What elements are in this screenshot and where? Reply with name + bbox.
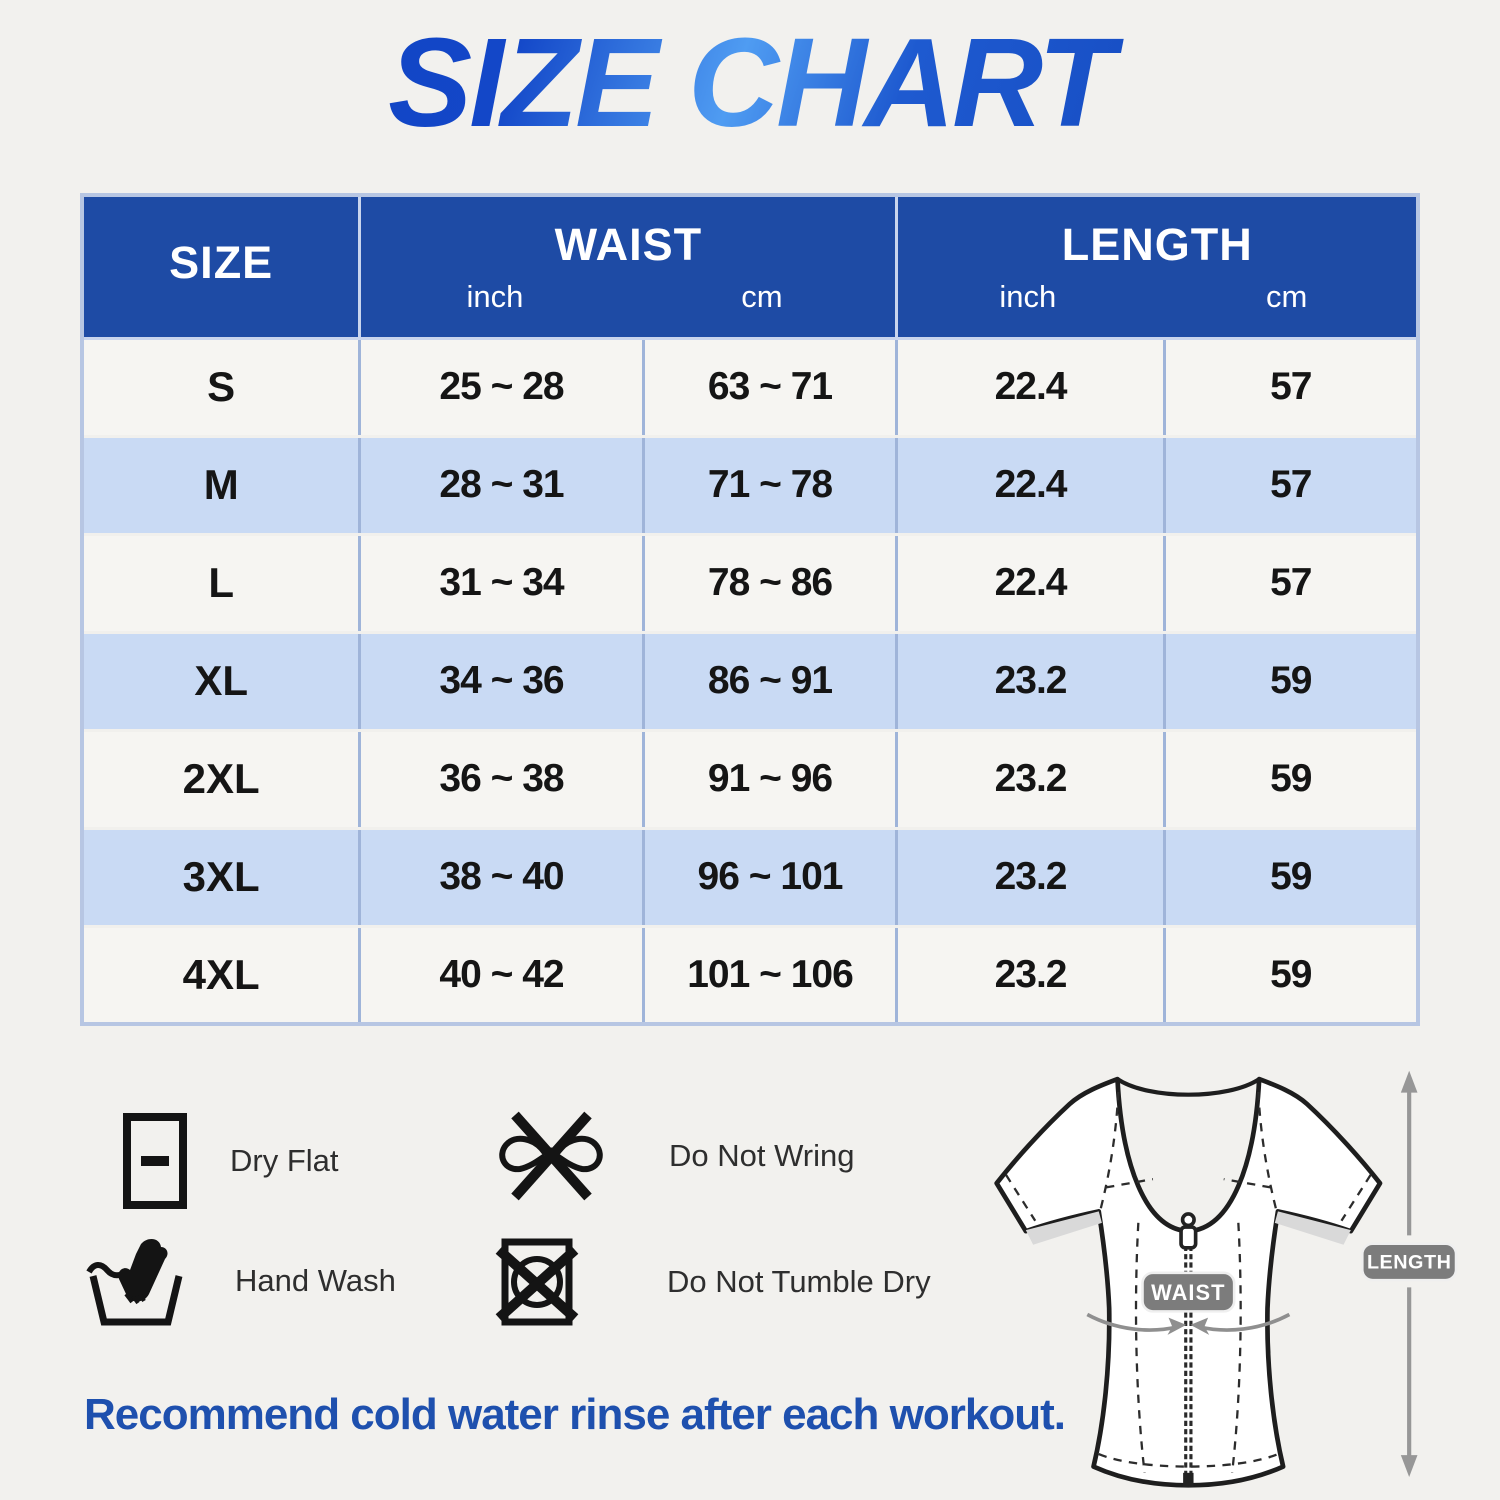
size-cell: L [80,532,362,634]
care-label: Dry Flat [230,1143,339,1178]
waist-inch-cell: 38 ~ 40 [358,826,645,928]
waist-cm-cell: 63 ~ 71 [641,336,899,438]
waist-arrows [1086,1312,1291,1335]
care-item-hand-wash: Hand Wash [85,1236,396,1326]
unit-inch-label: inch [999,279,1057,314]
length-arrow [1400,1070,1418,1477]
waist-cm-cell: 86 ~ 91 [641,630,899,732]
waist-inch-cell: 40 ~ 42 [358,924,645,1026]
waist-cm-cell: 91 ~ 96 [641,728,899,830]
length-badge-label: LENGTH [1367,1252,1451,1274]
do-not-wring-icon [493,1108,609,1204]
table-row: XL 34 ~ 36 86 ~ 91 23.2 59 [80,630,1420,732]
zipper [1179,1212,1198,1488]
table-row: 2XL 36 ~ 38 91 ~ 96 23.2 59 [80,728,1420,830]
length-inch-cell: 22.4 [895,532,1166,634]
waist-units: inch cm [361,279,895,315]
care-label: Do Not Tumble Dry [667,1264,931,1299]
dry-flat-icon [122,1112,188,1210]
footer-note: Recommend cold water rinse after each wo… [84,1390,1066,1439]
length-header-label: LENGTH [1061,219,1253,270]
length-inch-cell: 23.2 [895,630,1166,732]
table-row: S 25 ~ 28 63 ~ 71 22.4 57 [80,336,1420,438]
waist-inch-cell: 25 ~ 28 [358,336,645,438]
page-title: SIZE CHART [0,10,1500,155]
care-item-dry-flat: Dry Flat [122,1112,339,1210]
waist-badge: WAIST [1141,1271,1236,1313]
waist-badge-label: WAIST [1151,1280,1225,1305]
table-row: 4XL 40 ~ 42 101 ~ 106 23.2 59 [80,924,1420,1026]
size-cell: 3XL [80,826,362,928]
table-row: M 28 ~ 31 71 ~ 78 22.4 57 [80,434,1420,536]
care-label: Hand Wash [235,1263,396,1298]
do-not-tumble-dry-icon [489,1236,585,1328]
length-inch-cell: 23.2 [895,826,1166,928]
waist-cm-cell: 101 ~ 106 [641,924,899,1026]
waist-inch-cell: 36 ~ 38 [358,728,645,830]
length-cm-cell: 59 [1162,630,1420,732]
length-cm-cell: 57 [1162,532,1420,634]
column-header-length: LENGTH inch cm [895,193,1420,340]
length-cm-cell: 57 [1162,336,1420,438]
size-chart-table: SIZE WAIST inch cm LENGTH inch cm [80,193,1420,1026]
column-header-size: SIZE [80,193,362,340]
care-label: Do Not Wring [669,1138,855,1173]
size-cell: M [80,434,362,536]
length-cm-cell: 59 [1162,728,1420,830]
waist-inch-cell: 34 ~ 36 [358,630,645,732]
waist-inch-cell: 31 ~ 34 [358,532,645,634]
waist-cm-cell: 96 ~ 101 [641,826,899,928]
hand-wash-icon [85,1236,187,1326]
table-row: 3XL 38 ~ 40 96 ~ 101 23.2 59 [80,826,1420,928]
waist-header-label: WAIST [554,219,703,270]
length-badge: LENGTH [1360,1242,1458,1282]
header-row: SIZE WAIST inch cm LENGTH inch cm [80,193,1420,340]
waist-inch-cell: 28 ~ 31 [358,434,645,536]
care-item-do-not-tumble-dry: Do Not Tumble Dry [489,1236,931,1328]
size-header-label: SIZE [169,237,274,288]
size-cell: 2XL [80,728,362,830]
care-item-do-not-wring: Do Not Wring [493,1108,855,1204]
size-cell: 4XL [80,924,362,1026]
length-cm-cell: 57 [1162,434,1420,536]
length-inch-cell: 23.2 [895,728,1166,830]
column-header-waist: WAIST inch cm [358,193,899,340]
unit-cm-label: cm [741,279,783,314]
size-cell: XL [80,630,362,732]
unit-inch-label: inch [466,279,524,314]
table-row: L 31 ~ 34 78 ~ 86 22.4 57 [80,532,1420,634]
size-cell: S [80,336,362,438]
length-units: inch cm [898,279,1416,315]
garment-illustration: WAIST LENGTH [980,1058,1480,1496]
waist-cm-cell: 78 ~ 86 [641,532,899,634]
length-inch-cell: 22.4 [895,336,1166,438]
length-inch-cell: 23.2 [895,924,1166,1026]
unit-cm-label: cm [1265,279,1308,314]
length-cm-cell: 59 [1162,924,1420,1026]
length-inch-cell: 22.4 [895,434,1166,536]
waist-cm-cell: 71 ~ 78 [641,434,899,536]
length-cm-cell: 59 [1162,826,1420,928]
